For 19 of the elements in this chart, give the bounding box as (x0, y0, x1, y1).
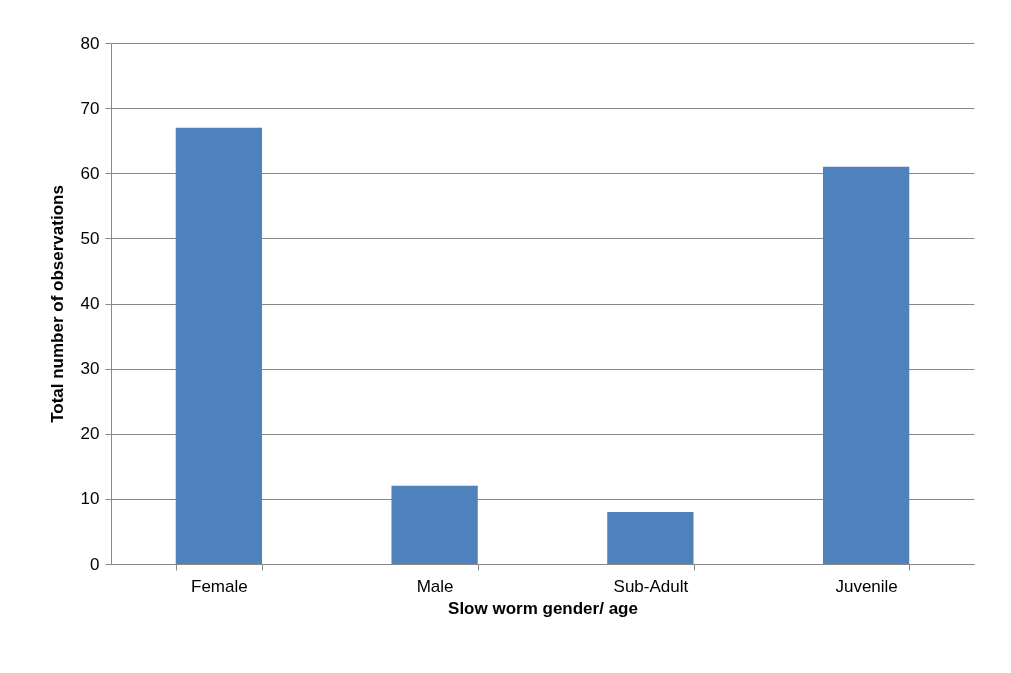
x-tick-label: Sub-Adult (613, 576, 689, 596)
y-axis-title: Total number of observations (47, 185, 67, 423)
y-tick-label: 40 (80, 294, 100, 313)
y-tick-label: 10 (80, 489, 100, 509)
y-tick-label: 60 (80, 163, 100, 183)
bar (175, 127, 263, 564)
y-tick-label: 30 (80, 359, 100, 379)
y-tick-label: 80 (80, 33, 100, 53)
bar (607, 511, 694, 564)
x-axis-title: Slow worm gender/ age (448, 598, 638, 618)
bar (822, 166, 910, 564)
y-tick-label: 0 (90, 554, 100, 574)
bar (391, 485, 478, 564)
x-tick-label: Male (416, 576, 454, 596)
x-tick-label: Female (191, 576, 248, 596)
y-tick-label: 20 (80, 424, 100, 444)
y-tick-label: 70 (80, 98, 100, 118)
x-tick-label: Juvenile (835, 576, 898, 596)
y-tick-label: 50 (80, 228, 100, 248)
